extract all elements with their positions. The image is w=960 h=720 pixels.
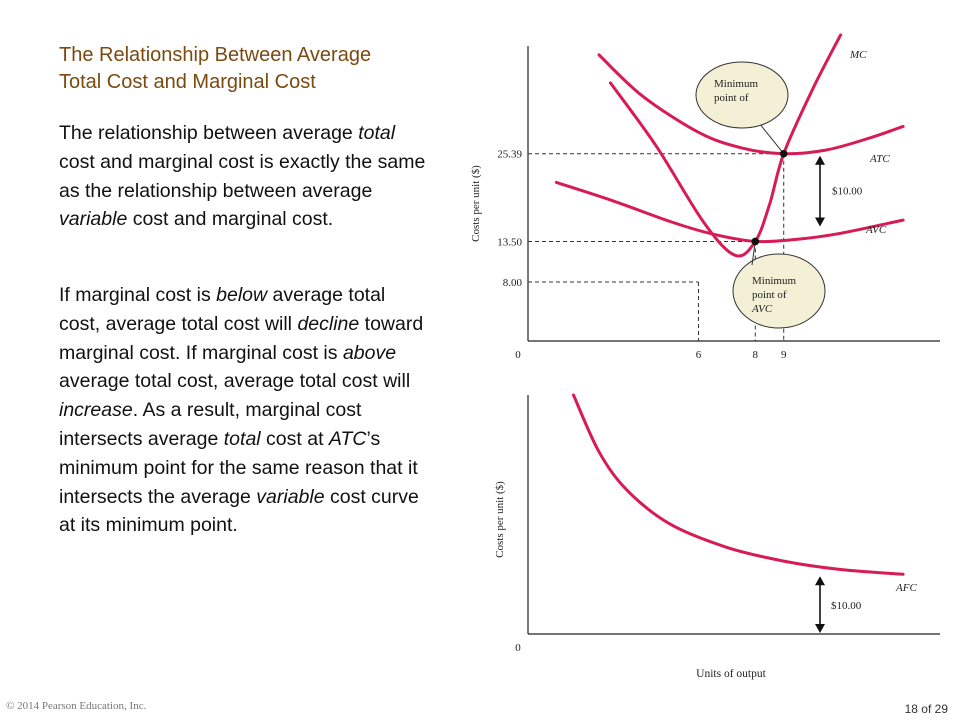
curve-afc	[572, 393, 905, 576]
series-label-mc: MC	[849, 49, 867, 61]
text-run: decline	[297, 312, 360, 335]
text-run: If marginal cost is	[59, 284, 217, 306]
text-run: The relationship between average	[59, 122, 359, 144]
paragraph-relationship: The relationship between average total c…	[59, 119, 431, 234]
text-run: cost curve at its minimum point.	[59, 485, 419, 537]
series-label-afc: AFC	[895, 582, 917, 594]
text-run: cost and marginal cost is exactly the sa…	[59, 150, 426, 202]
intersection-avc-point	[751, 237, 760, 246]
lower-origin-label: 0	[515, 642, 521, 654]
text-run: total	[358, 122, 396, 144]
lower-gap-arrow-head-bottom	[815, 624, 825, 633]
text-run: average total cost, average total cost w…	[59, 370, 411, 393]
text-run: increase	[59, 399, 133, 422]
callout-avc-bubble	[732, 253, 826, 329]
text-run: total	[223, 427, 261, 450]
slide-title-line-1: The Relationship Between Average	[59, 44, 372, 66]
copyright-notice: © 2014 Pearson Education, Inc.	[6, 700, 147, 712]
upper-gap-arrow-head-bottom	[815, 217, 825, 227]
intersection-atc-point	[779, 149, 788, 158]
text-run: cost at	[260, 427, 329, 450]
text-run: ATC	[328, 427, 367, 450]
lower-afc-chart: Costs per unit ($) 0 Units of output AFC $10…	[494, 393, 940, 680]
series-label-atc: ATC	[869, 153, 890, 165]
callout-avc-line-2: point of	[752, 289, 787, 301]
upper-gap-label: $10.00	[832, 186, 863, 198]
series-label-avc: AVC	[865, 224, 887, 236]
upper-x-tick-label: 6	[696, 349, 702, 361]
lower-gap-label: $10.00	[831, 600, 862, 612]
upper-cost-chart: Costs per unit ($) 0 8.00 13.50 25.39 6 8 9 MC AT…	[470, 33, 940, 361]
text-run: toward marginal cost. If marginal cost i…	[59, 312, 424, 364]
upper-x-tick-label: 9	[781, 349, 787, 361]
callout-atc-bubble	[695, 61, 789, 129]
lower-gap-arrow-head-top	[815, 576, 825, 586]
curve-avc	[554, 180, 905, 244]
callout-avc-line-3: AVC	[751, 303, 773, 315]
upper-x-tick-label: 8	[753, 349, 759, 361]
curve-atc	[597, 53, 905, 156]
lower-x-axis-label: Units of output	[696, 668, 766, 680]
text-run: . As a result, marginal cost intersects …	[59, 399, 362, 450]
callout-atc-line: Minimum	[714, 78, 758, 90]
slide-title: The Relationship Between Average Total C…	[59, 42, 459, 96]
callout-avc-line-1: Minimum	[752, 275, 796, 287]
text-run: variable	[256, 485, 325, 508]
callout-atc-line: point of	[714, 92, 749, 104]
page-number: 18 of 29	[904, 702, 948, 716]
upper-y-tick-label: 13.50	[497, 236, 522, 248]
text-run: below	[216, 284, 268, 306]
text-run: average total cost, average total cost w…	[59, 284, 386, 335]
upper-y-axis-label: Costs per unit ($)	[470, 165, 482, 242]
text-run: variable	[59, 208, 128, 231]
paragraph-explanation: If marginal cost is below average total …	[59, 281, 431, 540]
lower-y-axis-label: Costs per unit ($)	[494, 481, 506, 558]
text-run: above	[342, 341, 397, 364]
upper-gap-arrow-head-top	[815, 155, 825, 165]
upper-y-tick-label: 25.39	[497, 149, 522, 161]
callout-avc-pointer	[751, 241, 756, 266]
text-run: cost and marginal cost.	[127, 208, 334, 231]
text-run: ’s minimum point for the same reason tha…	[59, 427, 418, 508]
upper-y-tick-label: 8.00	[503, 277, 523, 289]
slide-title-line-2: Total Cost and Marginal Cost	[59, 71, 316, 93]
upper-origin-label: 0	[515, 349, 521, 361]
